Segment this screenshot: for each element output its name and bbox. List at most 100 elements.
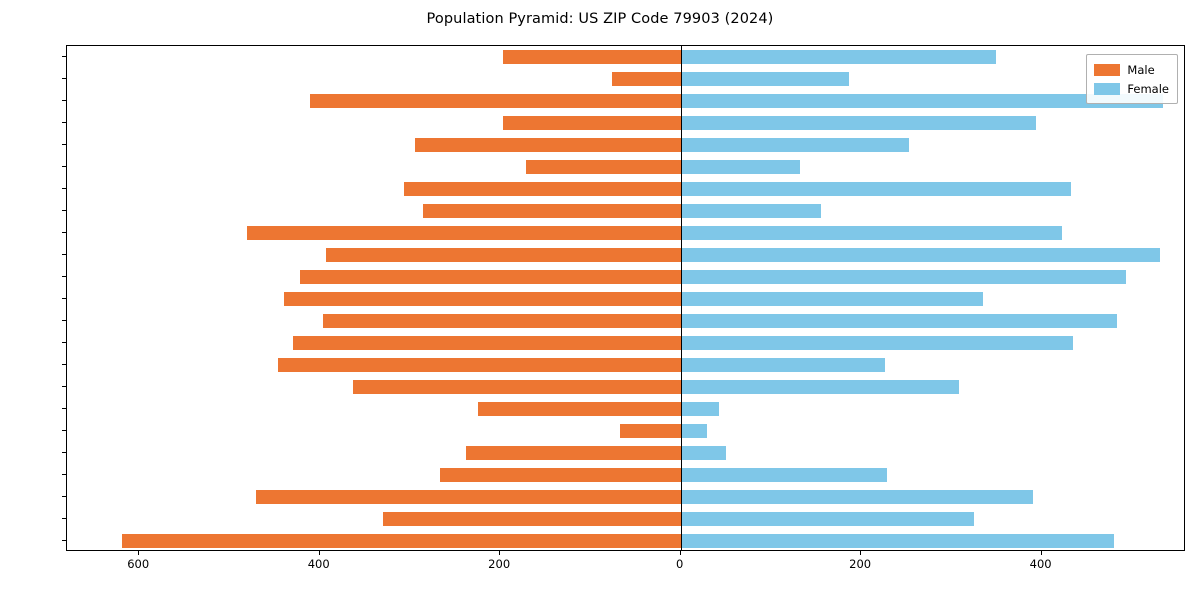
bar-group (67, 248, 1184, 262)
bar-female-85- (680, 50, 997, 64)
bar-group (67, 94, 1184, 108)
bar-male-45-49 (299, 270, 681, 284)
x-tick-mark (138, 551, 140, 555)
bar-female-15-17 (680, 468, 888, 482)
bar-male-5-9 (382, 512, 681, 526)
y-tick-mark (62, 144, 66, 145)
bar-group (67, 138, 1184, 152)
legend-swatch-male (1094, 63, 1121, 76)
bar-female-5-9 (680, 512, 974, 526)
bar-male-75-79 (309, 94, 681, 108)
bar-female-62-64 (680, 182, 1072, 196)
bar-group (67, 336, 1184, 350)
bar-male-60-61 (423, 204, 681, 218)
x-tick-label-3: 0 (675, 557, 684, 571)
bar-female-under-5 (680, 534, 1114, 548)
bar-group (67, 424, 1184, 438)
x-tick-label-0: 600 (127, 557, 150, 571)
legend-swatch-female (1094, 82, 1121, 95)
bar-group (67, 534, 1184, 548)
x-tick-label-5: 400 (1029, 557, 1052, 571)
y-tick-mark (62, 166, 66, 167)
bar-male-30-34 (292, 336, 681, 350)
x-tick-mark (318, 551, 320, 555)
bar-group (67, 226, 1184, 240)
y-tick-mark (62, 474, 66, 475)
bar-female-20 (680, 424, 707, 438)
plot-area (66, 45, 1185, 551)
legend-entry-female[interactable]: Female (1094, 79, 1169, 98)
bar-male-70-74 (502, 116, 681, 130)
bar-male-10-14 (255, 490, 681, 504)
bar-female-30-34 (680, 336, 1074, 350)
bar-female-70-74 (680, 116, 1037, 130)
bar-group (67, 490, 1184, 504)
bar-male-18-19 (465, 446, 681, 460)
y-tick-mark (62, 452, 66, 453)
bar-female-45-49 (680, 270, 1126, 284)
bar-female-18-19 (680, 446, 726, 460)
x-tick-label-1: 400 (307, 557, 330, 571)
legend-label-female: Female (1127, 81, 1169, 96)
y-tick-mark (62, 188, 66, 189)
y-tick-mark (62, 100, 66, 101)
bar-female-22-24 (680, 380, 960, 394)
bar-male-40-44 (283, 292, 681, 306)
bars-layer (67, 46, 1184, 550)
y-tick-mark (62, 122, 66, 123)
bar-male-80-84 (612, 72, 681, 86)
bar-male-50-54 (325, 248, 681, 262)
y-tick-mark (62, 430, 66, 431)
bar-male-85- (502, 50, 681, 64)
y-tick-mark (62, 408, 66, 409)
y-tick-mark (62, 386, 66, 387)
bar-male-under-5 (122, 534, 681, 548)
bar-group (67, 270, 1184, 284)
bar-male-25-29 (278, 358, 681, 372)
y-tick-mark (62, 540, 66, 541)
bar-group (67, 512, 1184, 526)
y-tick-mark (62, 496, 66, 497)
bar-male-21 (477, 402, 681, 416)
bar-female-67-69 (680, 138, 909, 152)
chart-legend: Male Female (1086, 54, 1178, 104)
x-tick-label-4: 200 (849, 557, 872, 571)
bar-female-50-54 (680, 248, 1160, 262)
bar-group (67, 182, 1184, 196)
y-tick-mark (62, 320, 66, 321)
bar-male-22-24 (353, 380, 681, 394)
x-tick-mark (499, 551, 501, 555)
bar-female-10-14 (680, 490, 1034, 504)
x-tick-mark (1040, 551, 1042, 555)
bar-female-55-59 (680, 226, 1063, 240)
bar-group (67, 468, 1184, 482)
x-tick-mark (679, 551, 681, 555)
bar-group (67, 160, 1184, 174)
bar-group (67, 204, 1184, 218)
y-tick-mark (62, 78, 66, 79)
bar-female-60-61 (680, 204, 822, 218)
x-tick-mark (860, 551, 862, 555)
bar-group (67, 292, 1184, 306)
bar-group (67, 402, 1184, 416)
bar-female-25-29 (680, 358, 886, 372)
bar-group (67, 50, 1184, 64)
bar-group (67, 358, 1184, 372)
bar-female-21 (680, 402, 719, 416)
bar-group (67, 380, 1184, 394)
y-tick-mark (62, 342, 66, 343)
bar-group (67, 446, 1184, 460)
y-tick-mark (62, 518, 66, 519)
bar-male-62-64 (403, 182, 681, 196)
bar-female-75-79 (680, 94, 1163, 108)
bar-group (67, 116, 1184, 130)
bar-group (67, 314, 1184, 328)
legend-label-male: Male (1127, 62, 1155, 77)
y-tick-mark (62, 298, 66, 299)
y-tick-mark (62, 56, 66, 57)
x-tick-label-2: 200 (488, 557, 511, 571)
legend-entry-male[interactable]: Male (1094, 60, 1169, 79)
bar-male-20 (620, 424, 681, 438)
y-tick-mark (62, 232, 66, 233)
